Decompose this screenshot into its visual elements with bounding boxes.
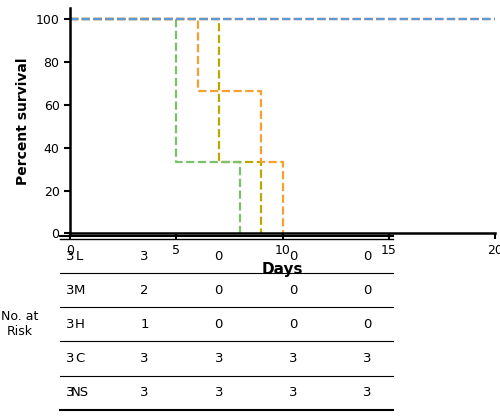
Text: 3: 3 — [66, 318, 74, 331]
Text: 3: 3 — [363, 352, 372, 365]
Text: 0: 0 — [289, 318, 298, 331]
Text: 0: 0 — [364, 250, 372, 263]
Y-axis label: Percent survival: Percent survival — [16, 57, 30, 185]
Text: 3: 3 — [363, 386, 372, 399]
Text: 3: 3 — [140, 386, 148, 399]
Text: 0: 0 — [289, 250, 298, 263]
Text: 0: 0 — [364, 284, 372, 297]
Text: 0: 0 — [214, 250, 223, 263]
Text: 3: 3 — [214, 386, 223, 399]
Text: NS: NS — [70, 386, 88, 399]
Text: 3: 3 — [66, 352, 74, 365]
Text: 0: 0 — [364, 318, 372, 331]
X-axis label: Days: Days — [262, 263, 303, 278]
Text: 1: 1 — [140, 318, 148, 331]
Text: 3: 3 — [289, 352, 298, 365]
Text: H: H — [74, 318, 85, 331]
Text: No. at
Risk: No. at Risk — [2, 311, 38, 338]
Text: 3: 3 — [214, 352, 223, 365]
Text: 3: 3 — [140, 250, 148, 263]
Text: 3: 3 — [140, 352, 148, 365]
Text: C: C — [75, 352, 84, 365]
Text: 3: 3 — [66, 386, 74, 399]
Text: 3: 3 — [289, 386, 298, 399]
Text: 2: 2 — [140, 284, 148, 297]
Text: 0: 0 — [214, 284, 223, 297]
Legend: L, M, H, C, NS: L, M, H, C, NS — [495, 8, 500, 125]
Text: M: M — [74, 284, 85, 297]
Text: 3: 3 — [66, 284, 74, 297]
Text: 0: 0 — [214, 318, 223, 331]
Text: L: L — [76, 250, 83, 263]
Text: 0: 0 — [289, 284, 298, 297]
Text: 3: 3 — [66, 250, 74, 263]
